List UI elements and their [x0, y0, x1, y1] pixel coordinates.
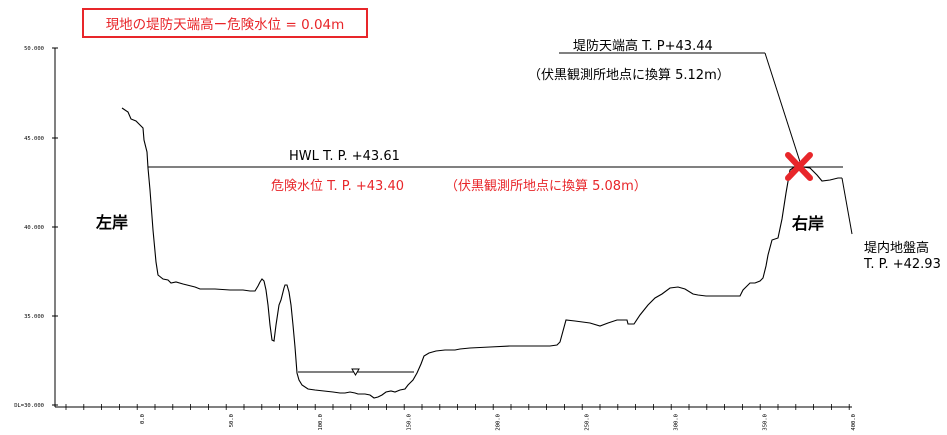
y-tick-label: 50.000 — [24, 46, 44, 52]
y-tick-label: 45.000 — [24, 136, 44, 142]
headline-box: 現地の堤防天端高ー危険水位 = 0.04m — [82, 8, 368, 38]
crest-leader-diag — [764, 52, 802, 166]
x-tick-label: 150.0 — [407, 414, 413, 431]
x-tick-label: 100.0 — [318, 414, 324, 431]
inland-height-label: 堤内地盤高 — [864, 241, 930, 256]
x-tick-label: 200.0 — [496, 414, 502, 431]
crest-conversion-label: （伏黒観測所地点に換算 5.12m） — [528, 68, 730, 83]
inland-leader-line — [841, 177, 853, 235]
danger-level-label: 危険水位 T. P. +43.40 — [271, 179, 404, 194]
right-bank-label: 右岸 — [792, 214, 825, 233]
left-bank-label: 左岸 — [96, 213, 129, 232]
x-tick-label: 50.0 — [229, 414, 235, 427]
x-tick-label: 250.0 — [585, 414, 591, 431]
red-x-icon — [785, 152, 813, 181]
hwl-label: HWL T. P. +43.61 — [289, 149, 400, 164]
x-tick-label: 350.0 — [762, 414, 768, 431]
y-tick-label: DL=30.000 — [14, 403, 44, 409]
x-tick-label: 0.0 — [140, 414, 146, 424]
y-tick-label: 35.000 — [24, 314, 44, 320]
y-tick-label: 40.000 — [24, 225, 44, 231]
danger-level-conversion-label: （伏黒観測所地点に換算 5.08m） — [445, 179, 647, 194]
riverbed-profile — [121, 107, 842, 399]
y-axis-ticks: 50.000 45.000 40.000 35.000 DL=30.000 — [14, 46, 58, 409]
x-tick-label: 400.0 — [851, 414, 857, 431]
x-axis-ticks: 0.0 50.0 100.0 150.0 200.0 250.0 300.0 350.0 400… — [65, 404, 857, 431]
x-tick-label: 300.0 — [673, 414, 679, 431]
inland-height-value: T. P. +42.93 — [864, 257, 941, 272]
water-level-triangle-icon — [351, 368, 360, 376]
crest-height-label: 堤防天端高 T. P+43.44 — [573, 39, 713, 54]
